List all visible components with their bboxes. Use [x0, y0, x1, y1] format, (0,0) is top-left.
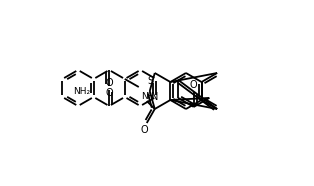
- Text: S: S: [148, 76, 154, 86]
- Text: O: O: [190, 80, 198, 90]
- Text: NH₂: NH₂: [73, 86, 90, 95]
- Text: O: O: [106, 78, 113, 88]
- Text: N: N: [151, 92, 159, 102]
- Text: O: O: [141, 125, 149, 135]
- Text: NH: NH: [141, 92, 154, 100]
- Text: O: O: [106, 88, 113, 98]
